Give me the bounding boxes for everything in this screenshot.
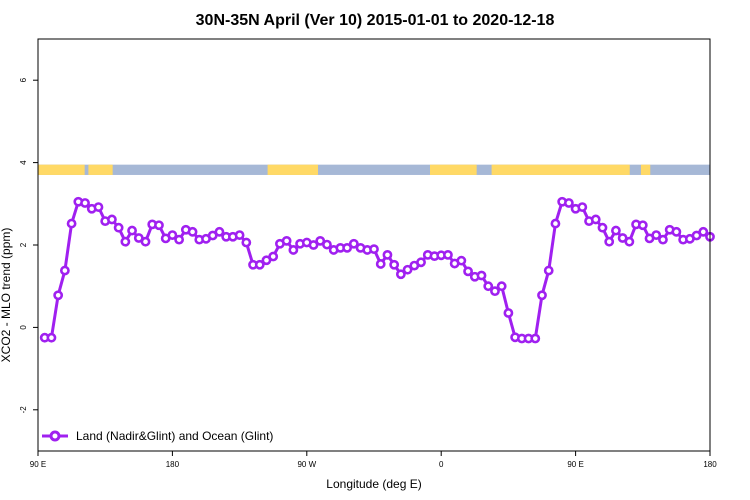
data-point [46, 332, 57, 343]
data-point [93, 202, 104, 212]
land-segment [430, 164, 477, 175]
land-segment [491, 164, 630, 175]
data-point [214, 226, 225, 237]
data-point [187, 226, 198, 237]
data-point [113, 222, 124, 233]
y-tick-label: 4 [19, 160, 28, 165]
data-point [342, 242, 353, 253]
land-segment [640, 164, 651, 175]
data-point [107, 214, 117, 225]
legend: Land (Nadir&Glint) and Ocean (Glint) [42, 429, 273, 443]
data-point [80, 198, 90, 208]
data-point [550, 218, 561, 229]
data-point [140, 236, 151, 247]
x-tick-label: 90 E [30, 460, 46, 469]
data-point [348, 238, 359, 249]
data-point [590, 214, 601, 225]
data-point [476, 270, 487, 281]
data-point [241, 237, 252, 248]
data-point [53, 290, 64, 301]
y-axis: -2 0 2 4 6 [19, 77, 38, 413]
data-point [395, 269, 406, 280]
data-point [369, 244, 379, 255]
data-point [543, 265, 554, 276]
x-tick-label: 180 [166, 460, 180, 469]
data-point [530, 333, 541, 344]
data-point [308, 240, 319, 250]
data-point [120, 236, 131, 247]
legend-label: Land (Nadir&Glint) and Ocean (Glint) [76, 429, 273, 443]
data-point [154, 220, 164, 231]
data-point [167, 230, 178, 241]
data-point [288, 245, 299, 255]
data-point [382, 249, 393, 260]
data-point [375, 259, 386, 269]
data-point [463, 266, 473, 277]
x-axis: 90 E 180 90 W 0 90 E 180 [30, 451, 717, 469]
data-point [577, 202, 588, 212]
data-point [624, 236, 635, 247]
data-point [66, 218, 77, 229]
y-tick-label: -2 [19, 406, 28, 414]
data-point [671, 226, 682, 237]
data-point [637, 220, 648, 231]
data-point [281, 235, 292, 246]
x-axis-label: Longitude (deg E) [326, 477, 421, 491]
data-point [234, 230, 245, 241]
data-point [483, 281, 494, 292]
data-point [127, 225, 137, 236]
data-point [456, 255, 467, 266]
land-segment [267, 164, 318, 175]
data-point [597, 222, 608, 233]
x-tick-label: 90 W [297, 460, 316, 469]
data-point [537, 290, 547, 301]
data-point [174, 234, 185, 245]
chart-title: 30N-35N April (Ver 10) 2015-01-01 to 202… [196, 12, 555, 29]
x-tick-label: 90 E [567, 460, 583, 469]
y-tick-label: 6 [19, 77, 28, 82]
data-point [698, 226, 709, 237]
x-tick-label: 0 [439, 460, 444, 469]
land-segment [88, 164, 113, 175]
data-point [503, 308, 514, 318]
land-ocean-mask [38, 164, 710, 175]
data-point [268, 251, 279, 262]
data-point [496, 281, 507, 292]
data-point [490, 286, 500, 297]
data-point [611, 225, 621, 236]
series-line [44, 200, 711, 341]
data-point [563, 198, 574, 208]
data-point [402, 264, 413, 275]
legend-marker-swatch [49, 430, 61, 442]
y-tick-label: 0 [19, 325, 28, 330]
data-point [389, 259, 400, 270]
data-point [651, 230, 662, 241]
data-point [604, 236, 615, 247]
data-point [254, 259, 265, 270]
data-point [416, 257, 426, 268]
data-point [322, 239, 332, 250]
data-point [658, 234, 668, 245]
x-tick-label: 180 [703, 460, 717, 469]
y-axis-label: XCO2 - MLO trend (ppm) [0, 228, 13, 363]
y-tick-label: 2 [19, 242, 28, 247]
data-point [443, 249, 453, 260]
ocean-band [38, 164, 710, 175]
series-layer [39, 196, 715, 344]
data-point [59, 265, 70, 276]
land-segment [38, 164, 85, 175]
